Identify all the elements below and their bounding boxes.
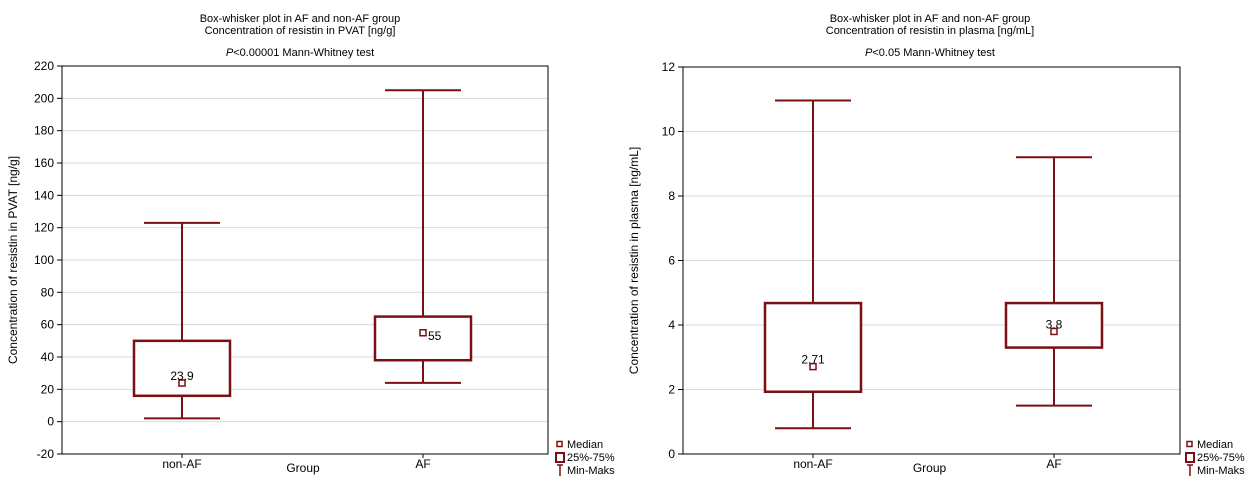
legend-box-label: 25%-75% — [1197, 452, 1245, 464]
median-marker — [809, 362, 817, 371]
y-tick-label: -20 — [37, 447, 55, 461]
y-tick-label: 180 — [34, 124, 54, 138]
median-marker — [1050, 327, 1058, 336]
iqr-box — [763, 301, 863, 394]
iqr-box — [373, 315, 473, 362]
y-tick-label: 4 — [668, 318, 675, 332]
x-tick-label: AF — [415, 457, 430, 471]
median-marker — [419, 329, 427, 337]
p-value-text: <0.00001 Mann-Whitney test — [233, 47, 374, 59]
box-af: 3.8 AF — [1004, 156, 1104, 471]
legend-median-label: Median — [1197, 439, 1233, 451]
legend-whisker-label: Min-Maks — [1197, 465, 1245, 476]
y-tick-label: 40 — [41, 350, 55, 364]
median-label: 2.71 — [801, 353, 825, 367]
x-axis-label: Group — [913, 461, 947, 475]
plot-frame — [61, 65, 549, 455]
legend-median-label: Median — [567, 439, 603, 451]
median-label: 23.9 — [170, 369, 194, 383]
x-tick-label: non-AF — [162, 457, 201, 471]
chart-title-line: Box-whisker plot in AF and non-AF group — [830, 13, 1031, 25]
y-axis-label: Concentration of resistin in PVAT [ng/g] — [6, 156, 20, 364]
legend-median-swatch — [556, 440, 563, 448]
y-tick-label: 200 — [34, 91, 54, 105]
p-value-symbol: P — [226, 47, 234, 59]
legend-box-label: 25%-75% — [567, 452, 615, 464]
y-tick-label: 6 — [668, 254, 675, 268]
legend-whisker-label: Min-Maks — [567, 465, 615, 476]
box-non-af: 2.71 non-AF — [763, 99, 863, 471]
p-value-caption: P<0.05 Mann-Whitney test — [865, 47, 995, 59]
y-tick-label: 120 — [34, 221, 54, 235]
p-value-text: <0.05 Mann-Whitney test — [872, 47, 995, 59]
p-value-symbol: P — [865, 47, 873, 59]
y-tick-label: 80 — [41, 285, 55, 299]
chart-2: Box-whisker plot in AF and non-AF groupC… — [627, 13, 1245, 477]
chart-title-line: Concentration of resistin in plasma [ng/… — [826, 25, 1035, 37]
y-tick-label: 0 — [668, 447, 675, 461]
chart-title-line: Concentration of resistin in PVAT [ng/g] — [205, 25, 396, 37]
x-tick-label: AF — [1046, 457, 1061, 471]
median-marker — [178, 379, 186, 387]
box-non-af: 23.9 non-AF — [132, 221, 232, 471]
median-label: 3.8 — [1046, 317, 1063, 331]
y-tick-label: 8 — [668, 189, 675, 203]
box-af: 55 AF — [373, 89, 473, 471]
legend-median-swatch — [1186, 440, 1193, 448]
y-tick-label: 10 — [662, 125, 676, 139]
chart-title-line: Box-whisker plot in AF and non-AF group — [200, 13, 401, 25]
y-axis-label: Concentration of resistin in plasma [ng/… — [627, 147, 641, 374]
iqr-box — [1004, 301, 1104, 349]
y-tick-label: 140 — [34, 188, 54, 202]
y-tick-label: 20 — [41, 382, 55, 396]
x-tick-label: non-AF — [793, 457, 832, 471]
y-tick-label: 12 — [662, 60, 676, 74]
plot-frame — [682, 66, 1181, 455]
x-axis-label: Group — [286, 461, 320, 475]
y-tick-label: 2 — [668, 383, 675, 397]
y-tick-label: 100 — [34, 253, 54, 267]
chart-1: Box-whisker plot in AF and non-AF groupC… — [6, 13, 615, 477]
y-tick-label: 220 — [34, 59, 54, 73]
legend-box-swatch — [1185, 452, 1195, 463]
y-tick-label: 160 — [34, 156, 54, 170]
legend-box-swatch — [555, 452, 565, 463]
y-tick-label: 60 — [41, 318, 55, 332]
p-value-caption: P<0.00001 Mann-Whitney test — [226, 47, 374, 59]
y-tick-label: 0 — [47, 415, 54, 429]
median-label: 55 — [428, 329, 442, 343]
